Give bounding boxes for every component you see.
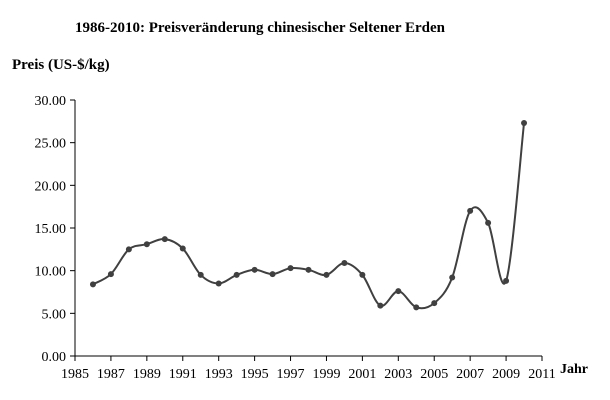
- y-tick-label: 25.00: [35, 137, 67, 152]
- data-point: [503, 277, 510, 284]
- y-tick-label: 10.00: [35, 265, 67, 280]
- data-point: [521, 120, 528, 127]
- x-tick-label: 1985: [61, 367, 89, 382]
- y-tick-label: 0.00: [42, 350, 67, 365]
- x-tick-label: 2001: [348, 367, 376, 382]
- y-tick-label: 5.00: [42, 307, 67, 322]
- data-point: [143, 241, 150, 248]
- series-line: [92, 122, 526, 310]
- x-tick-label: 1987: [97, 367, 125, 382]
- data-point: [323, 271, 330, 278]
- data-point: [179, 245, 186, 252]
- x-tick-label: 1991: [169, 367, 197, 382]
- x-tick-label: 2007: [456, 367, 484, 382]
- data-point: [305, 266, 312, 273]
- data-point: [251, 266, 258, 273]
- data-point: [395, 288, 402, 295]
- x-tick-label: 2009: [492, 367, 520, 382]
- axes: [70, 99, 543, 361]
- data-point: [125, 246, 132, 253]
- data-point: [485, 219, 492, 226]
- tick-labels: 0.00 5.00 10.00 15.00 20.00 25.00 30.00 1985 198…: [35, 94, 556, 382]
- x-tick-label: 1993: [205, 367, 233, 382]
- x-tick-label: 1995: [241, 367, 269, 382]
- data-point: [431, 300, 438, 307]
- y-tick-label: 15.00: [35, 222, 67, 237]
- price-series: [89, 120, 528, 311]
- x-axis-label: Jahr: [560, 362, 588, 377]
- data-point: [107, 271, 114, 278]
- data-point: [449, 274, 456, 281]
- data-point: [467, 207, 474, 214]
- data-point: [89, 281, 96, 288]
- x-tick-label: 2005: [420, 367, 448, 382]
- y-tick-label: 30.00: [35, 94, 67, 109]
- data-point: [233, 271, 240, 278]
- data-point: [161, 236, 168, 243]
- x-tick-label: 1999: [312, 367, 340, 382]
- y-axis-label: Preis (US-$/kg): [12, 57, 110, 73]
- x-tick-label: 2003: [384, 367, 412, 382]
- x-tick-label: 1997: [277, 367, 305, 382]
- data-point: [341, 259, 348, 266]
- y-tick-label: 20.00: [35, 179, 67, 194]
- data-point: [197, 271, 204, 278]
- data-point: [413, 304, 420, 311]
- data-point: [359, 271, 366, 278]
- x-tick-label: 1989: [133, 367, 161, 382]
- data-point: [215, 280, 222, 287]
- data-point: [287, 265, 294, 272]
- data-point: [377, 302, 384, 309]
- x-tick-label: 2011: [528, 367, 555, 382]
- data-point: [269, 271, 276, 278]
- chart-title: 1986-2010: Preisveränderung chinesischer…: [75, 20, 445, 36]
